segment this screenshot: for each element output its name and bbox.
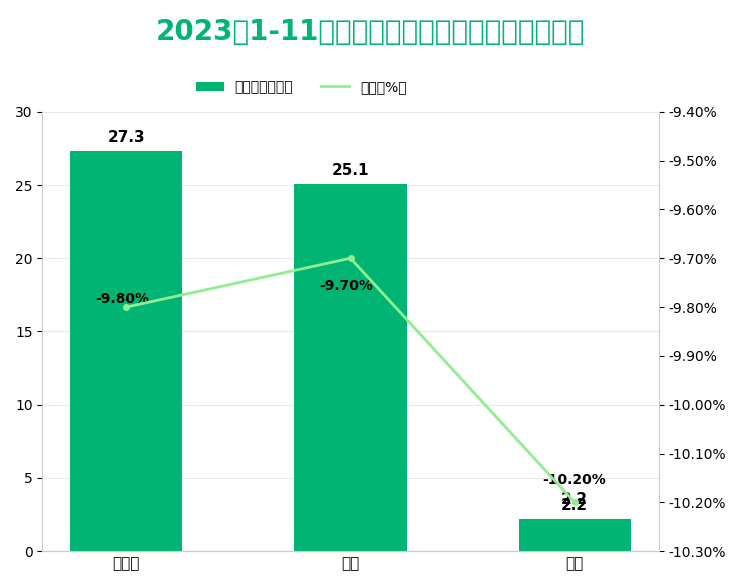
Text: 2023年1-11月宣城市货物进出口总额及下降情况: 2023年1-11月宣城市货物进出口总额及下降情况 (156, 18, 585, 46)
Text: -9.80%: -9.80% (95, 292, 149, 306)
Text: 27.3: 27.3 (107, 131, 145, 145)
Bar (294, 183, 407, 551)
Text: 25.1: 25.1 (332, 163, 369, 178)
Bar (519, 519, 631, 551)
Text: M: M (96, 331, 157, 390)
Legend: 总额（亿美元）, 下降（%）: 总额（亿美元）, 下降（%） (190, 75, 412, 100)
Text: 2.2: 2.2 (561, 498, 588, 513)
Text: 2.2: 2.2 (561, 492, 588, 507)
Bar (70, 151, 182, 551)
Text: M: M (320, 331, 381, 390)
Text: -10.20%: -10.20% (542, 473, 606, 487)
Text: -9.70%: -9.70% (319, 280, 373, 294)
Text: M: M (561, 523, 588, 550)
